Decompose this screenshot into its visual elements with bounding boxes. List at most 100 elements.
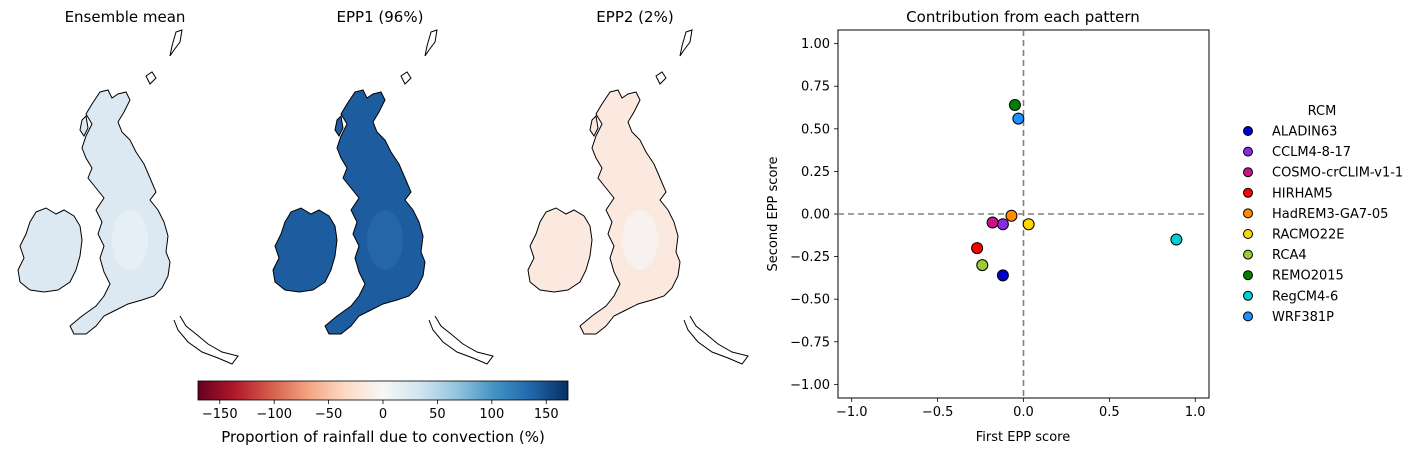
- map-3: EPP2 (2%): [527, 8, 749, 365]
- x-tick-label: 0.0: [1013, 405, 1034, 420]
- colorbar-ticks: −150 −100 −50 0 50 100 150: [202, 400, 559, 422]
- legend-item: HIRHAM5: [1243, 186, 1333, 201]
- colorbar-tick-label: −100: [256, 407, 292, 422]
- orkney-coast: [400, 71, 412, 85]
- y-tick-label: 0.25: [801, 165, 830, 180]
- scatter-points: [971, 98, 1183, 282]
- legend-item: ALADIN63: [1243, 125, 1337, 140]
- map-3-title: EPP2 (2%): [596, 8, 673, 26]
- x-ticks: −1.0 −0.5 0.0 0.5 1.0: [836, 398, 1206, 420]
- scatter-point-rca4: [976, 259, 989, 272]
- orkney-coast: [145, 71, 157, 85]
- ireland-region: [272, 207, 338, 293]
- legend-item: CCLM4-8-17: [1243, 145, 1351, 160]
- legend-marker: [1243, 208, 1253, 219]
- legend-marker: [1243, 270, 1253, 281]
- colorbar-tick-label: 150: [534, 407, 559, 422]
- legend-marker: [1243, 187, 1253, 198]
- map-2-title: EPP1 (96%): [337, 8, 424, 26]
- x-tick-label: −1.0: [836, 405, 868, 420]
- scatter-point-aladin63: [996, 269, 1009, 282]
- legend-marker: [1243, 167, 1253, 178]
- y-ticks: 1.00 0.75 0.50 0.25 0.00 −0.25 −0.50 −0.75 −1.00: [790, 37, 838, 393]
- map-1: Ensemble mean: [17, 8, 239, 365]
- hebrides-coast: [589, 114, 599, 137]
- colorbar-tick-label: 100: [479, 407, 504, 422]
- hebrides-coast: [79, 114, 89, 137]
- chart-title: Contribution from each pattern: [906, 8, 1140, 26]
- legend-item: HadREM3-GA7-05: [1243, 207, 1388, 222]
- y-tick-label: −0.50: [790, 293, 830, 308]
- legend-item: RCA4: [1243, 248, 1307, 263]
- hebrides-coast: [334, 114, 344, 137]
- shetland-coast: [679, 29, 693, 57]
- map-shading: [367, 210, 403, 270]
- colorbar-tick-label: 50: [429, 407, 446, 422]
- legend-marker: [1243, 311, 1253, 322]
- legend-label: WRF381P: [1272, 310, 1334, 325]
- colorbar-tick-label: −150: [202, 407, 238, 422]
- legend-item: RACMO22E: [1243, 228, 1344, 243]
- legend-label: HIRHAM5: [1272, 186, 1333, 201]
- legend-item: COSMO-crCLIM-v1-1: [1243, 166, 1403, 181]
- y-tick-label: −1.00: [790, 378, 830, 393]
- legend-item: REMO2015: [1243, 269, 1344, 284]
- legend-label: RegCM4-6: [1272, 289, 1338, 304]
- shetland-coast: [169, 29, 183, 57]
- legend-marker: [1243, 126, 1253, 136]
- colorbar-label: Proportion of rainfall due to convection…: [221, 428, 545, 446]
- great-britain-region: [324, 89, 426, 335]
- ireland-region: [527, 207, 593, 293]
- legend-title: RCM: [1308, 104, 1337, 119]
- y-tick-label: 1.00: [801, 37, 830, 52]
- scatter-point-cclm4-8-17: [996, 218, 1009, 231]
- legend: RCM ALADIN63 CCLM4-8-17 COSMO-crCLIM-v1-1 H…: [1243, 104, 1403, 325]
- continental-coast: [683, 315, 749, 365]
- map-panels: Ensemble mean EPP1 (96%) EPP2 (2%): [17, 8, 749, 365]
- y-tick-label: 0.50: [801, 122, 830, 137]
- legend-label: RCA4: [1272, 248, 1307, 263]
- scatter-point-hadrem3-ga7-05: [1005, 209, 1018, 222]
- legend-items: ALADIN63 CCLM4-8-17 COSMO-crCLIM-v1-1 HIRHA…: [1243, 125, 1403, 325]
- legend-label: HadREM3-GA7-05: [1272, 207, 1388, 222]
- legend-label: RACMO22E: [1272, 228, 1344, 243]
- legend-label: REMO2015: [1272, 269, 1344, 284]
- x-tick-label: 1.0: [1185, 405, 1206, 420]
- colorbar-bar: [197, 380, 569, 401]
- map-shading: [112, 210, 148, 270]
- legend-marker: [1243, 290, 1253, 301]
- legend-label: COSMO-crCLIM-v1-1: [1272, 166, 1403, 181]
- great-britain-region: [579, 89, 681, 335]
- y-tick-label: 0.75: [801, 80, 830, 95]
- y-tick-label: −0.75: [790, 335, 830, 350]
- colorbar-tick-label: 0: [379, 407, 387, 422]
- legend-label: ALADIN63: [1272, 125, 1337, 140]
- legend-item: RegCM4-6: [1243, 289, 1338, 304]
- legend-marker: [1243, 249, 1253, 260]
- continental-coast: [428, 315, 494, 365]
- ireland-region: [17, 207, 83, 293]
- y-axis-label: Second EPP score: [766, 157, 781, 272]
- x-tick-label: −0.5: [922, 405, 954, 420]
- scatter-point-racmo22e: [1022, 218, 1035, 231]
- colorbar: −150 −100 −50 0 50 100 150 Proportion of rainf…: [197, 380, 569, 446]
- continental-coast: [173, 315, 239, 365]
- map-1-title: Ensemble mean: [65, 8, 186, 26]
- y-tick-label: 0.00: [801, 208, 830, 223]
- scatter-point-cosmo-crclim-v1-1: [986, 216, 999, 229]
- scatter-chart: Contribution from each pattern −1.0 −0.5 0…: [766, 8, 1210, 445]
- y-tick-label: −0.25: [790, 250, 830, 265]
- scatter-point-wrf381p: [1012, 112, 1025, 125]
- legend-marker: [1243, 229, 1253, 239]
- x-axis-label: First EPP score: [976, 430, 1070, 445]
- x-tick-label: 0.5: [1099, 405, 1120, 420]
- map-shading: [622, 210, 658, 270]
- great-britain-region: [69, 89, 171, 335]
- scatter-point-remo2015: [1008, 98, 1021, 111]
- shetland-coast: [424, 29, 438, 57]
- colorbar-tick-label: −50: [315, 407, 342, 422]
- legend-label: CCLM4-8-17: [1272, 145, 1351, 160]
- orkney-coast: [655, 71, 667, 85]
- scatter-point-hirham5: [971, 242, 984, 255]
